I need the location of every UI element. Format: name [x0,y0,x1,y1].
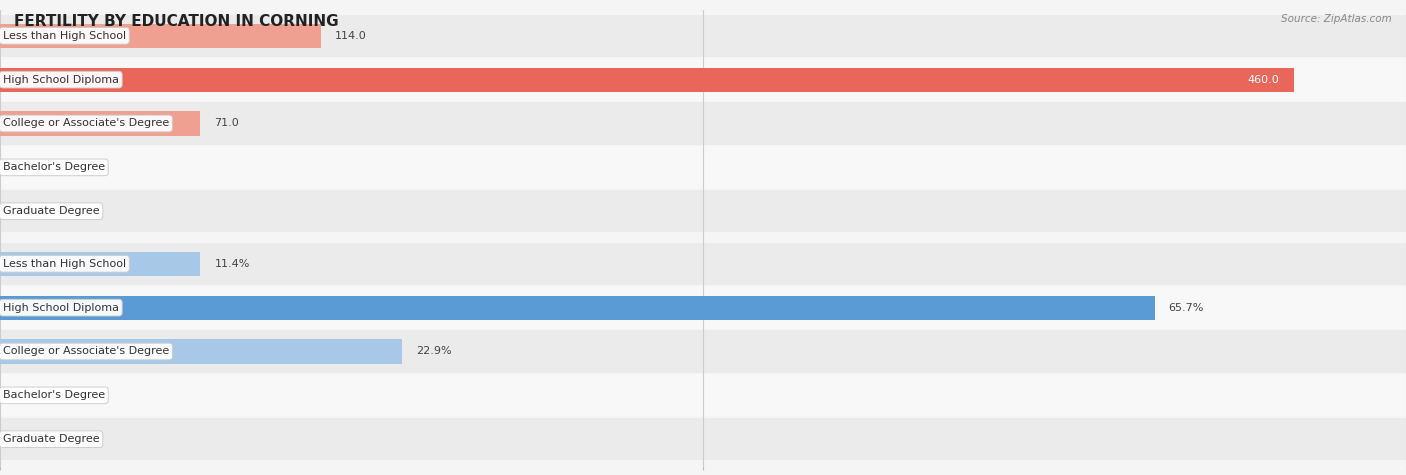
Text: 22.9%: 22.9% [416,346,453,357]
FancyBboxPatch shape [0,286,1406,329]
Bar [0,252,200,276]
Text: 0.0: 0.0 [14,206,32,216]
FancyBboxPatch shape [0,374,1406,417]
Text: Graduate Degree: Graduate Degree [3,206,100,216]
Bar [0,340,402,363]
FancyBboxPatch shape [0,190,1406,232]
FancyBboxPatch shape [0,103,1406,144]
FancyBboxPatch shape [0,58,1406,101]
Bar [0,295,1154,320]
Text: Less than High School: Less than High School [3,31,127,41]
Text: 460.0: 460.0 [1247,75,1279,85]
Text: Bachelor's Degree: Bachelor's Degree [3,390,105,400]
Text: 114.0: 114.0 [335,31,367,41]
Text: 11.4%: 11.4% [215,259,250,269]
Text: Graduate Degree: Graduate Degree [3,434,100,444]
Bar [0,24,321,48]
FancyBboxPatch shape [0,146,1406,189]
Text: Less than High School: Less than High School [3,259,127,269]
Text: 0.0%: 0.0% [14,390,42,400]
Text: College or Associate's Degree: College or Associate's Degree [3,346,169,357]
FancyBboxPatch shape [0,243,1406,285]
FancyBboxPatch shape [0,15,1406,57]
Bar [0,67,1294,92]
Text: 71.0: 71.0 [214,118,239,129]
Text: Source: ZipAtlas.com: Source: ZipAtlas.com [1281,14,1392,24]
FancyBboxPatch shape [0,331,1406,372]
Text: College or Associate's Degree: College or Associate's Degree [3,118,169,129]
Text: 0.0: 0.0 [14,162,32,172]
Bar [0,112,200,135]
Text: FERTILITY BY EDUCATION IN CORNING: FERTILITY BY EDUCATION IN CORNING [14,14,339,29]
Text: 65.7%: 65.7% [1168,303,1204,313]
Text: High School Diploma: High School Diploma [3,75,120,85]
Text: High School Diploma: High School Diploma [3,303,120,313]
FancyBboxPatch shape [0,418,1406,460]
Text: Bachelor's Degree: Bachelor's Degree [3,162,105,172]
Text: 0.0%: 0.0% [14,434,42,444]
